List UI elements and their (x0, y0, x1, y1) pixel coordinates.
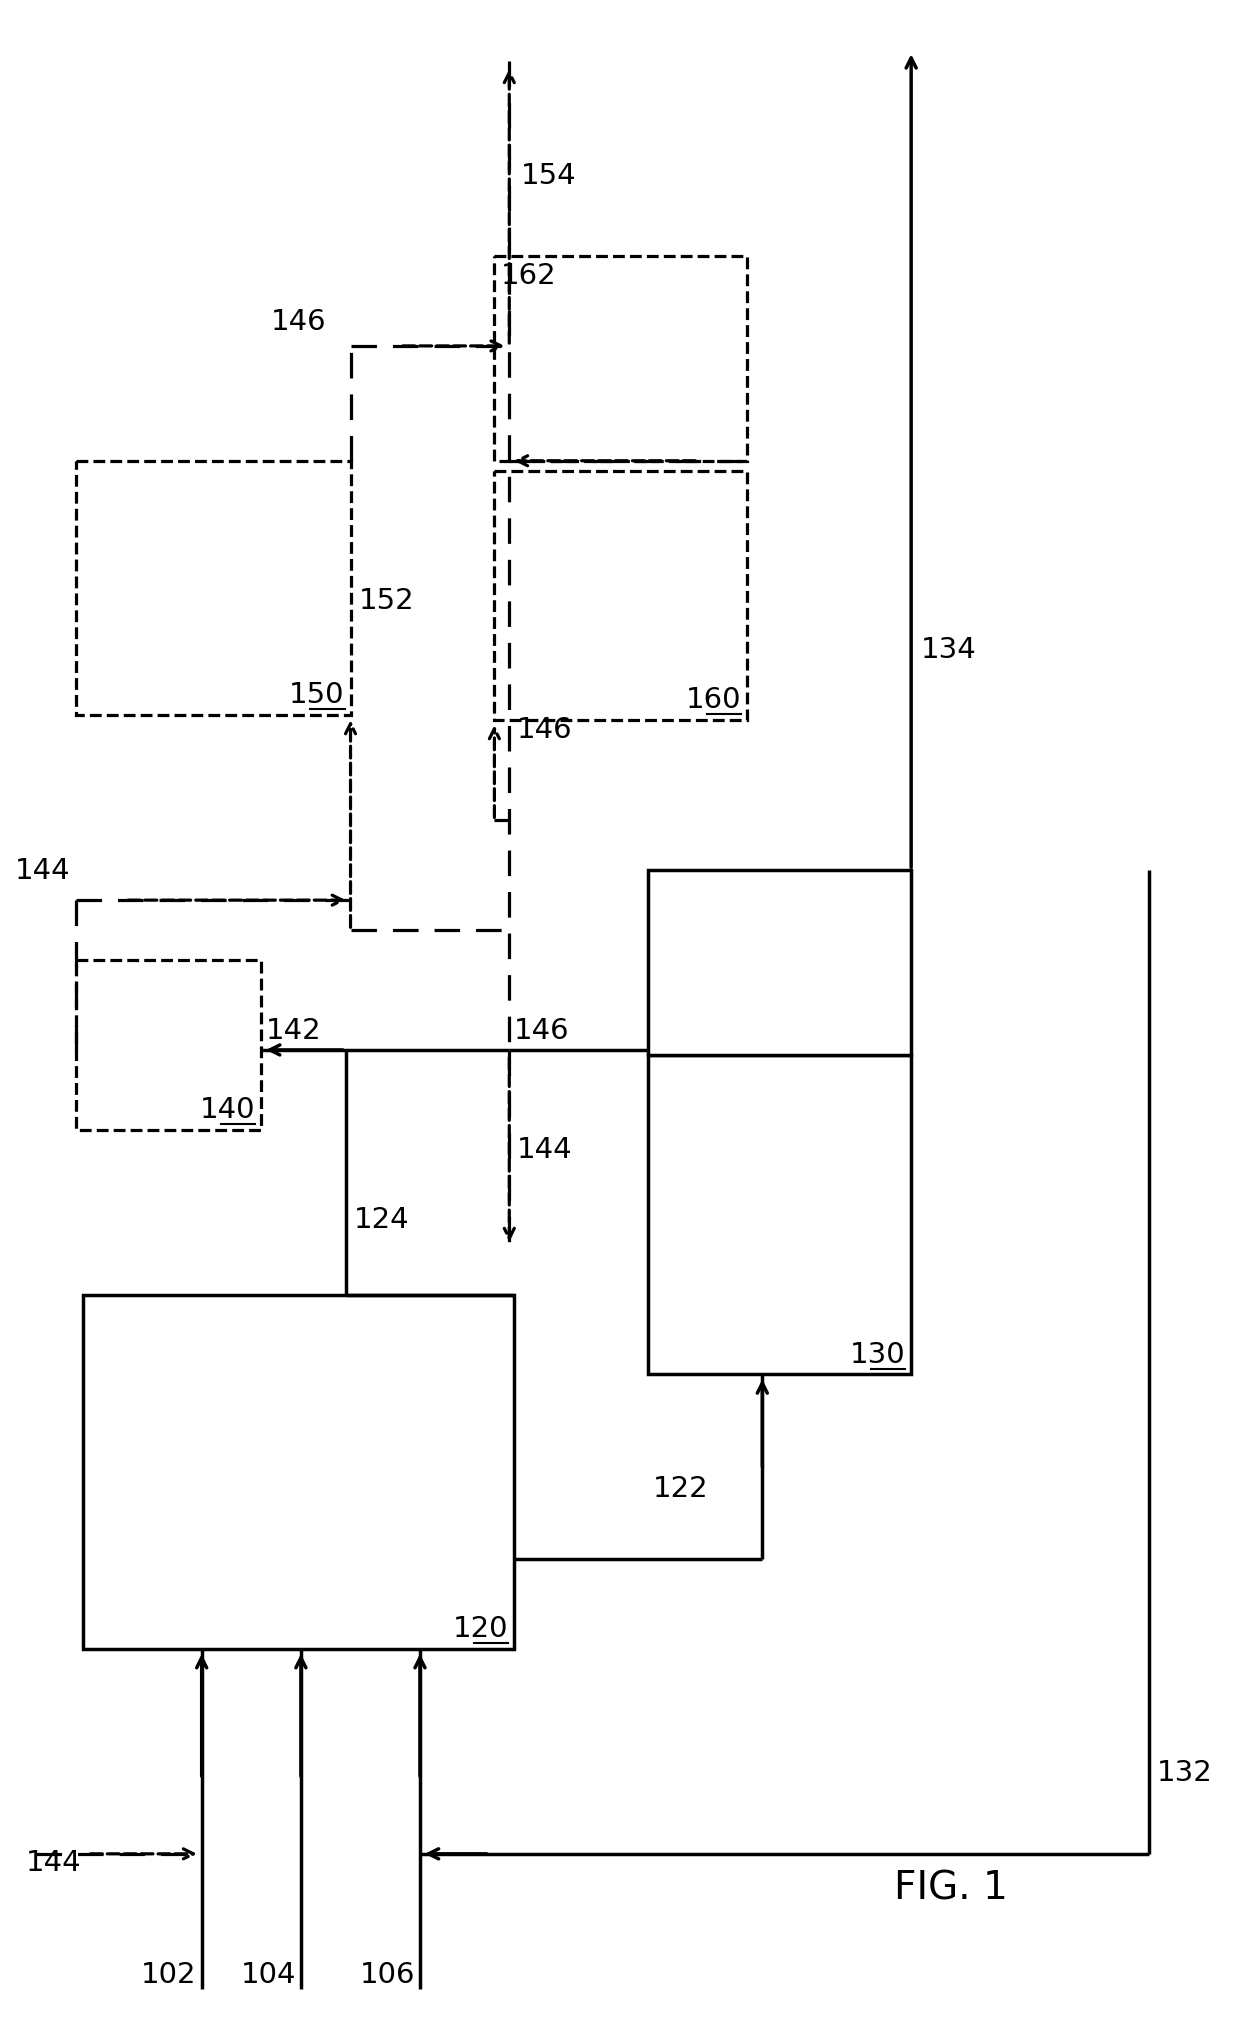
Text: 146: 146 (517, 717, 573, 745)
Text: 144: 144 (26, 1848, 82, 1877)
Text: 152: 152 (358, 586, 414, 614)
Bar (649, 871, 911, 1054)
Text: 102: 102 (141, 1961, 197, 1988)
Text: 146: 146 (515, 1016, 570, 1044)
Text: 162: 162 (501, 263, 556, 291)
Text: 144: 144 (517, 1135, 573, 1164)
Text: 146: 146 (272, 307, 327, 335)
Bar (649, 1054, 911, 1374)
Text: 160: 160 (686, 687, 742, 715)
Bar (76, 461, 351, 715)
Text: 132: 132 (1157, 1759, 1213, 1788)
Bar (495, 257, 748, 461)
Text: 144: 144 (15, 856, 71, 885)
Text: 124: 124 (353, 1206, 409, 1234)
Text: 154: 154 (521, 162, 577, 190)
Bar (495, 471, 748, 721)
Text: 150: 150 (289, 681, 345, 709)
Text: 140: 140 (200, 1095, 255, 1123)
Text: 134: 134 (921, 636, 977, 665)
Text: FIG. 1: FIG. 1 (894, 1871, 1008, 1907)
Text: 122: 122 (653, 1475, 709, 1503)
Text: 104: 104 (241, 1961, 296, 1988)
Text: 106: 106 (360, 1961, 415, 1988)
Bar (83, 1295, 515, 1648)
Text: 130: 130 (849, 1341, 905, 1368)
Text: 120: 120 (453, 1616, 508, 1642)
Text: 142: 142 (267, 1016, 322, 1044)
Bar (76, 960, 262, 1129)
